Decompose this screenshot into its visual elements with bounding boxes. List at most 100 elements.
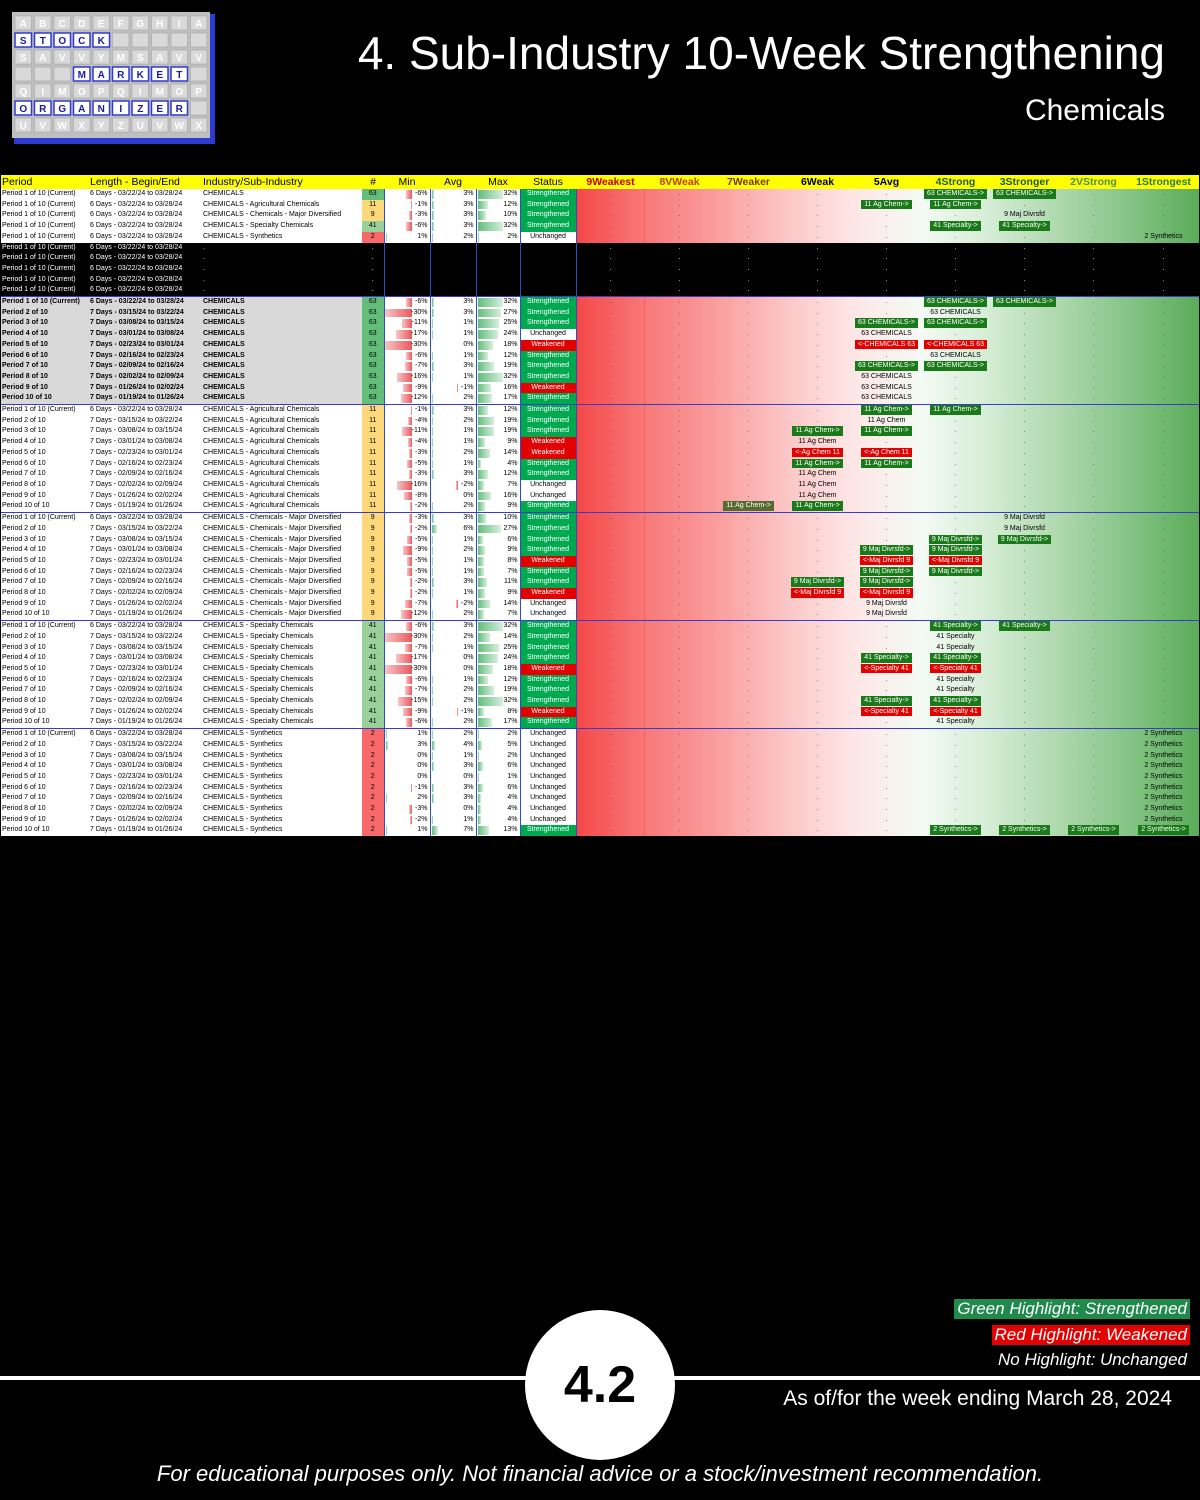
level-cell-6weak: . bbox=[783, 717, 852, 729]
length-cell: 7 Days - 01/19/24 to 01/26/24 bbox=[89, 501, 202, 513]
level-cell-6weak: . bbox=[783, 728, 852, 740]
industry-cell: CHEMICALS bbox=[202, 329, 362, 340]
avg-cell-bar bbox=[431, 502, 434, 512]
level-marker: 11 Ag Chem bbox=[798, 480, 837, 488]
status-cell: Strengthened bbox=[519, 685, 577, 697]
level-cell-1strongest: . bbox=[1128, 404, 1199, 416]
level-cell-7weaker: . bbox=[714, 696, 783, 707]
min-cell: -5% bbox=[383, 534, 430, 546]
level-cell-2vstrong: . bbox=[1059, 458, 1128, 470]
level-cell-5avg: . bbox=[852, 685, 921, 697]
level-cell-7weaker: . bbox=[714, 231, 783, 243]
table-row: Period 8 of 10 7 Days - 02/02/24 to 02/09… bbox=[1, 371, 1199, 383]
min-cell: -6% bbox=[383, 221, 430, 232]
level-cell-8vweak: . bbox=[645, 512, 714, 524]
max-cell-value: 19% bbox=[503, 427, 518, 435]
min-cell-value: 0% bbox=[417, 772, 428, 780]
avg-cell-bar bbox=[431, 308, 435, 318]
level-cell-1strongest: . bbox=[1128, 199, 1199, 211]
industry-cell: CHEMICALS bbox=[202, 361, 362, 372]
min-cell-value: -1% bbox=[415, 406, 428, 414]
level-cell-8vweak: . bbox=[645, 717, 714, 729]
max-cell-bar bbox=[477, 675, 488, 685]
level-cell-6weak: . bbox=[783, 653, 852, 664]
period-cell: Period 4 of 10 bbox=[1, 653, 89, 664]
level-cell-1strongest: . bbox=[1128, 545, 1199, 556]
avg-cell bbox=[429, 285, 476, 297]
level-cell-5avg: . bbox=[852, 296, 921, 308]
length-cell: 6 Days - 03/22/24 to 03/28/24 bbox=[89, 620, 202, 632]
level-marker: 9 Maj Divrsfd-> bbox=[928, 545, 983, 555]
min-cell-value: -9% bbox=[415, 707, 428, 715]
min-cell: -9% bbox=[383, 382, 430, 394]
avg-cell-value: 3% bbox=[463, 406, 474, 414]
level-cell-7weaker: . bbox=[714, 588, 783, 599]
max-cell-bar bbox=[477, 383, 492, 393]
min-cell-value: -8% bbox=[415, 491, 428, 499]
level-marker: <-Specialty 41 bbox=[861, 663, 912, 674]
disclaimer: For educational purposes only. Not finan… bbox=[156, 1461, 1044, 1486]
svg-text:C: C bbox=[59, 19, 66, 30]
avg-cell-bar bbox=[455, 480, 458, 490]
min-cell-value: -11% bbox=[411, 427, 428, 435]
max-cell-value: 11% bbox=[504, 578, 518, 586]
min-cell: -3% bbox=[383, 447, 430, 459]
level-cell-1strongest: 2 Synthetics bbox=[1128, 728, 1199, 740]
level-cell-6weak: . bbox=[783, 545, 852, 556]
avg-cell-bar bbox=[431, 514, 435, 523]
avg-cell-value: 1% bbox=[463, 535, 474, 543]
count-cell: 41 bbox=[362, 717, 384, 729]
avg-cell: -1% bbox=[429, 382, 476, 394]
avg-cell-value: 0% bbox=[463, 805, 474, 813]
max-cell-bar bbox=[477, 535, 483, 545]
min-cell: -1% bbox=[383, 199, 430, 211]
period-cell: Period 1 of 10 (Current) bbox=[1, 231, 89, 243]
level-cell-3stronger: 9 Maj Divrsfd-> bbox=[990, 534, 1059, 546]
level-cell-8vweak: . bbox=[645, 210, 714, 222]
table-row: Period 3 of 10 7 Days - 03/08/24 to 03/15… bbox=[1, 750, 1199, 762]
svg-text:N: N bbox=[98, 104, 105, 115]
status-cell: Weakened bbox=[519, 555, 577, 567]
max-cell-bar bbox=[477, 372, 504, 382]
max-cell: 13% bbox=[475, 825, 520, 837]
max-cell-bar bbox=[477, 805, 481, 814]
avg-cell-value: 3% bbox=[463, 308, 474, 316]
level-marker: 41 Specialty bbox=[936, 643, 975, 651]
period-cell: Period 9 of 10 bbox=[1, 706, 89, 718]
period-cell: Period 8 of 10 bbox=[1, 696, 89, 707]
level-marker: 63 CHEMICALS-> bbox=[924, 297, 987, 307]
min-cell-value: -3% bbox=[415, 805, 428, 813]
level-marker: 11 Ag Chem-> bbox=[792, 501, 843, 511]
max-cell-value: 6% bbox=[507, 535, 518, 543]
level-cell-6weak: 11 Ag Chem bbox=[783, 479, 852, 491]
min-cell-bar bbox=[385, 730, 387, 739]
svg-text:T: T bbox=[40, 36, 46, 47]
level-cell-3stronger: . bbox=[990, 263, 1059, 275]
avg-cell: 1% bbox=[429, 318, 476, 330]
level-cell-9weakest: . bbox=[576, 631, 645, 643]
max-cell: 17% bbox=[475, 717, 520, 729]
min-cell-bar bbox=[385, 740, 389, 750]
avg-cell-value: -2% bbox=[461, 480, 474, 488]
industry-cell: CHEMICALS - Agricultural Chemicals bbox=[202, 415, 362, 427]
status-cell: Strengthened bbox=[519, 674, 577, 686]
level-marker: 2 Synthetics bbox=[1144, 730, 1183, 738]
min-cell: -2% bbox=[383, 523, 430, 535]
period-cell: Period 1 of 10 (Current) bbox=[1, 512, 89, 524]
level-cell-2vstrong: . bbox=[1059, 339, 1128, 351]
max-cell-value: 19% bbox=[503, 416, 518, 424]
level-marker: 9 Maj Divrsfd bbox=[1004, 211, 1045, 219]
max-cell-value: 9% bbox=[507, 589, 518, 597]
level-cell-6weak: 11 Ag Chem bbox=[783, 469, 852, 480]
level-cell-5avg: . bbox=[852, 739, 921, 751]
level-cell-5avg: . bbox=[852, 534, 921, 546]
level-marker: <-Maj Divrsfd 9 bbox=[859, 555, 914, 566]
count-cell: 2 bbox=[362, 771, 384, 783]
column-header-avg: Avg bbox=[430, 175, 476, 189]
level-cell-5avg: <-Ag Chem 11 bbox=[852, 447, 921, 459]
level-marker: <-Ag Chem 11 bbox=[861, 447, 912, 458]
status-cell: Weakened bbox=[519, 663, 577, 675]
avg-cell-bar bbox=[431, 546, 434, 555]
max-cell-bar bbox=[477, 448, 490, 458]
min-cell-value: -16% bbox=[411, 372, 428, 380]
